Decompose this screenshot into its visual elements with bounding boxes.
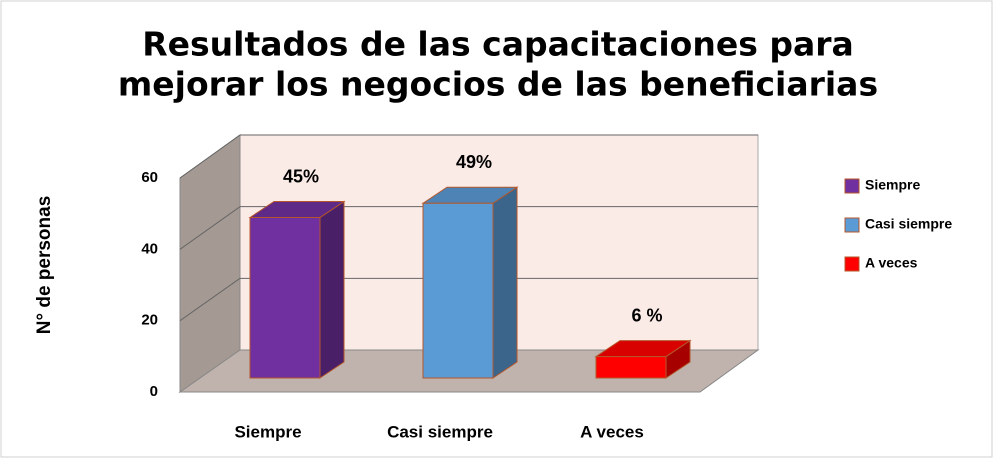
legend-label: Casi siempre <box>865 216 952 232</box>
bar <box>422 202 494 379</box>
side-wall <box>179 134 241 393</box>
x-tick-label: Siempre <box>234 422 301 441</box>
x-tick-label: Casi siempre <box>387 422 493 441</box>
value-label: 49% <box>456 152 492 172</box>
value-label: 45% <box>283 166 319 186</box>
chart-title: Resultados de las capacitaciones para <box>142 25 854 64</box>
legend-label: Siempre <box>865 177 920 193</box>
bar <box>249 217 321 379</box>
legend-label: A veces <box>865 255 918 271</box>
bar-side <box>319 200 345 379</box>
y-tick-label: 0 <box>150 383 158 400</box>
grid-line <box>179 134 241 179</box>
bar <box>595 356 667 379</box>
chart-title: mejorar los negocios de las beneficiaria… <box>118 65 878 104</box>
y-tick-label: 20 <box>141 312 158 329</box>
y-axis-title: N° de personas <box>34 196 55 335</box>
bar-side <box>492 186 518 379</box>
grid-line <box>179 277 241 322</box>
value-label: 6 % <box>631 305 662 325</box>
legend-swatch <box>844 256 860 272</box>
legend-swatch <box>844 217 860 233</box>
grid-line <box>179 206 241 250</box>
x-tick-label: A veces <box>580 422 644 441</box>
legend-swatch <box>844 178 860 194</box>
y-tick-label: 60 <box>141 169 158 186</box>
y-tick-label: 40 <box>141 240 158 257</box>
